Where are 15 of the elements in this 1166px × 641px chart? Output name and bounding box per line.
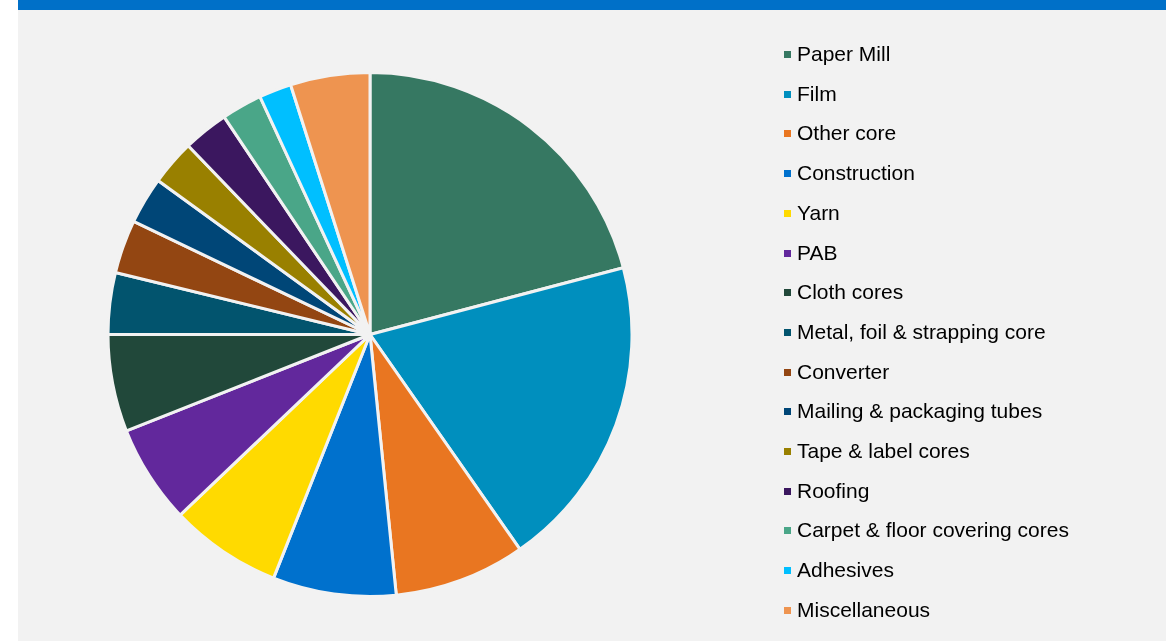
legend-label: Roofing [797,478,870,503]
legend-label: Film [797,81,837,106]
legend-label: Metal, foil & strapping core [797,319,1046,344]
legend-label: Converter [797,359,890,384]
legend-label: PAB [797,240,838,265]
legend-label: Paper Mill [797,42,891,66]
legend-label: Other core [797,121,897,146]
legend-label: Tape & label cores [797,439,970,463]
legend-label: Carpet & floor covering cores [797,518,1069,543]
legend-label: Construction [797,161,915,186]
legend-label: Cloth cores [797,280,904,305]
legend-label: Yarn [797,200,840,225]
legend-label: Mailing & packaging tubes [797,399,1043,424]
legend-label: Miscellaneous [797,597,931,622]
legend-label: Adhesives [797,558,894,583]
